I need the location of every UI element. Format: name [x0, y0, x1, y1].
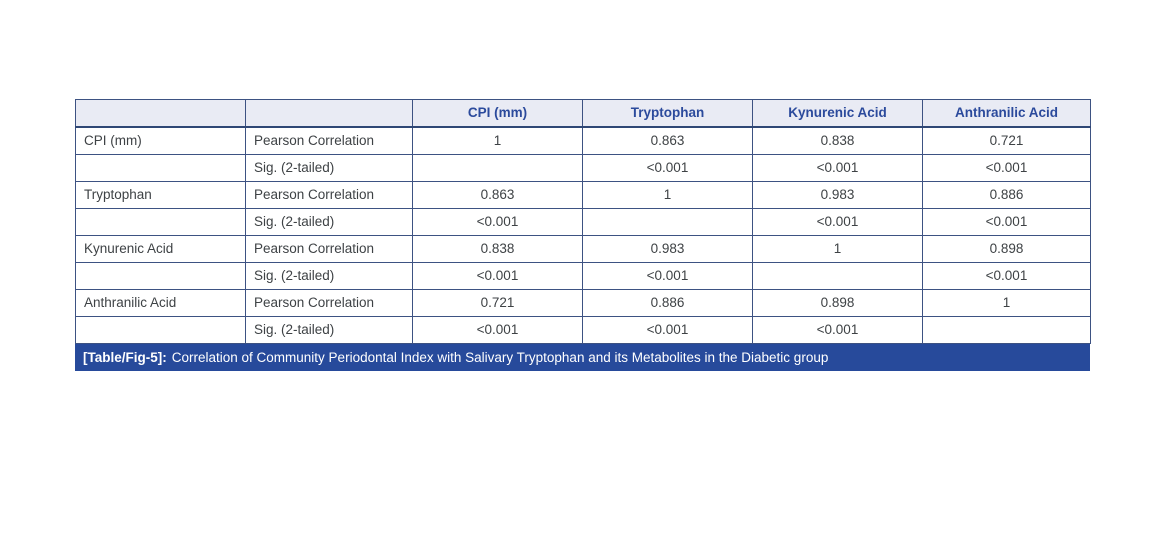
table-row: Sig. (2-tailed) <0.001 <0.001 <0.001 [75, 316, 1091, 344]
table-header: CPI (mm) Tryptophan Kynurenic Acid Anthr… [75, 99, 1091, 128]
measure-label: Sig. (2-tailed) [245, 154, 413, 182]
header-cell-anthranilic-acid: Anthranilic Acid [922, 99, 1091, 128]
value-kynurenic: <0.001 [752, 154, 923, 182]
value-tryptophan: 0.886 [582, 289, 753, 317]
row-label: Tryptophan [75, 181, 246, 209]
measure-label: Pearson Correlation [245, 289, 413, 317]
measure-label: Sig. (2-tailed) [245, 262, 413, 290]
value-kynurenic: <0.001 [752, 316, 923, 344]
value-kynurenic: 0.983 [752, 181, 923, 209]
header-cell-kynurenic-acid: Kynurenic Acid [752, 99, 923, 128]
value-anthranilic [922, 316, 1091, 344]
header-cell-empty-2 [245, 99, 413, 128]
value-cpi: <0.001 [412, 316, 583, 344]
value-tryptophan: <0.001 [582, 316, 753, 344]
value-anthranilic: 0.721 [922, 126, 1091, 155]
value-anthranilic: <0.001 [922, 208, 1091, 236]
row-label [75, 154, 246, 182]
correlation-table: CPI (mm) Tryptophan Kynurenic Acid Anthr… [75, 99, 1091, 344]
value-cpi: <0.001 [412, 262, 583, 290]
measure-label: Sig. (2-tailed) [245, 316, 413, 344]
value-kynurenic: 0.838 [752, 126, 923, 155]
row-label [75, 208, 246, 236]
value-tryptophan [582, 208, 753, 236]
table-caption: [Table/Fig-5]: Correlation of Community P… [75, 344, 1090, 371]
table-row: Tryptophan Pearson Correlation 0.863 1 0… [75, 181, 1091, 209]
value-tryptophan: 1 [582, 181, 753, 209]
value-anthranilic: 1 [922, 289, 1091, 317]
value-kynurenic: 0.898 [752, 289, 923, 317]
table-body: CPI (mm) Pearson Correlation 1 0.863 0.8… [75, 126, 1091, 344]
table-row: Sig. (2-tailed) <0.001 <0.001 <0.001 [75, 154, 1091, 182]
table-row: CPI (mm) Pearson Correlation 1 0.863 0.8… [75, 126, 1091, 155]
value-tryptophan: 0.863 [582, 126, 753, 155]
row-label: Kynurenic Acid [75, 235, 246, 263]
value-anthranilic: 0.886 [922, 181, 1091, 209]
caption-text: Correlation of Community Periodontal Ind… [171, 350, 829, 365]
table-row: Sig. (2-tailed) <0.001 <0.001 <0.001 [75, 208, 1091, 236]
caption-tag: [Table/Fig-5]: [83, 350, 167, 365]
value-cpi: 1 [412, 126, 583, 155]
table-row: Sig. (2-tailed) <0.001 <0.001 <0.001 [75, 262, 1091, 290]
measure-label: Pearson Correlation [245, 126, 413, 155]
value-kynurenic: 1 [752, 235, 923, 263]
value-anthranilic: <0.001 [922, 262, 1091, 290]
measure-label: Pearson Correlation [245, 181, 413, 209]
value-kynurenic [752, 262, 923, 290]
measure-label: Pearson Correlation [245, 235, 413, 263]
header-cell-cpi: CPI (mm) [412, 99, 583, 128]
measure-label: Sig. (2-tailed) [245, 208, 413, 236]
correlation-figure: CPI (mm) Tryptophan Kynurenic Acid Anthr… [75, 99, 1091, 371]
header-cell-tryptophan: Tryptophan [582, 99, 753, 128]
value-cpi: 0.721 [412, 289, 583, 317]
value-cpi [412, 154, 583, 182]
value-anthranilic: 0.898 [922, 235, 1091, 263]
value-anthranilic: <0.001 [922, 154, 1091, 182]
header-cell-empty-1 [75, 99, 246, 128]
row-label: Anthranilic Acid [75, 289, 246, 317]
value-tryptophan: <0.001 [582, 262, 753, 290]
value-cpi: <0.001 [412, 208, 583, 236]
table-row: Kynurenic Acid Pearson Correlation 0.838… [75, 235, 1091, 263]
value-cpi: 0.838 [412, 235, 583, 263]
value-cpi: 0.863 [412, 181, 583, 209]
header-row: CPI (mm) Tryptophan Kynurenic Acid Anthr… [75, 99, 1091, 128]
table-row: Anthranilic Acid Pearson Correlation 0.7… [75, 289, 1091, 317]
row-label [75, 262, 246, 290]
value-tryptophan: 0.983 [582, 235, 753, 263]
value-kynurenic: <0.001 [752, 208, 923, 236]
value-tryptophan: <0.001 [582, 154, 753, 182]
row-label: CPI (mm) [75, 126, 246, 155]
row-label [75, 316, 246, 344]
